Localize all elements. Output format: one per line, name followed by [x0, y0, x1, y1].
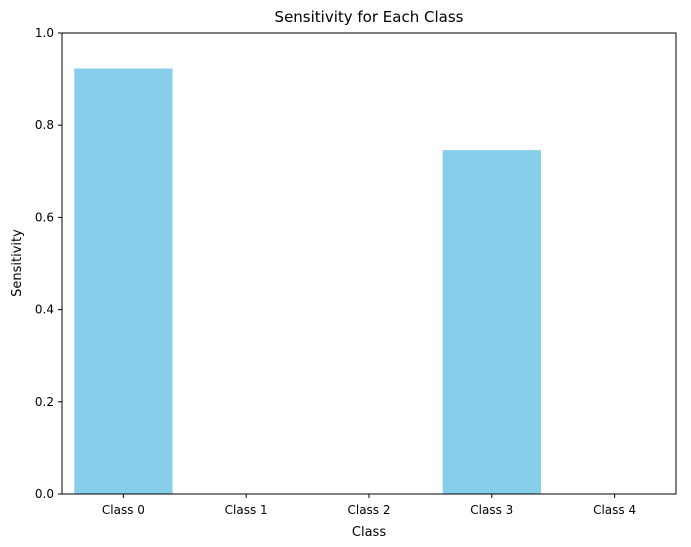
x-tick-label: Class 4	[593, 503, 636, 517]
x-axis: Class 0 Class 1 Class 2 Class 3 Class 4	[102, 494, 636, 517]
bars-group	[74, 68, 541, 494]
x-tick-label: Class 3	[470, 503, 513, 517]
y-axis-label: Sensitivity	[10, 229, 25, 297]
y-tick-label: 0.0	[35, 487, 54, 501]
chart-title: Sensitivity for Each Class	[275, 8, 464, 26]
x-axis-label: Class	[352, 525, 386, 540]
x-tick-label: Class 1	[225, 503, 268, 517]
y-tick-label: 0.6	[35, 210, 54, 224]
x-tick-label: Class 0	[102, 503, 145, 517]
y-tick-label: 0.2	[35, 395, 54, 409]
y-tick-label: 0.4	[35, 303, 54, 317]
bar-class-3	[442, 150, 541, 494]
y-tick-label: 0.8	[35, 118, 54, 132]
x-tick-label: Class 2	[347, 503, 390, 517]
y-axis: 0.0 0.2 0.4 0.6 0.8 1.0	[35, 26, 62, 501]
y-tick-label: 1.0	[35, 26, 54, 40]
bar-class-0	[74, 68, 173, 494]
